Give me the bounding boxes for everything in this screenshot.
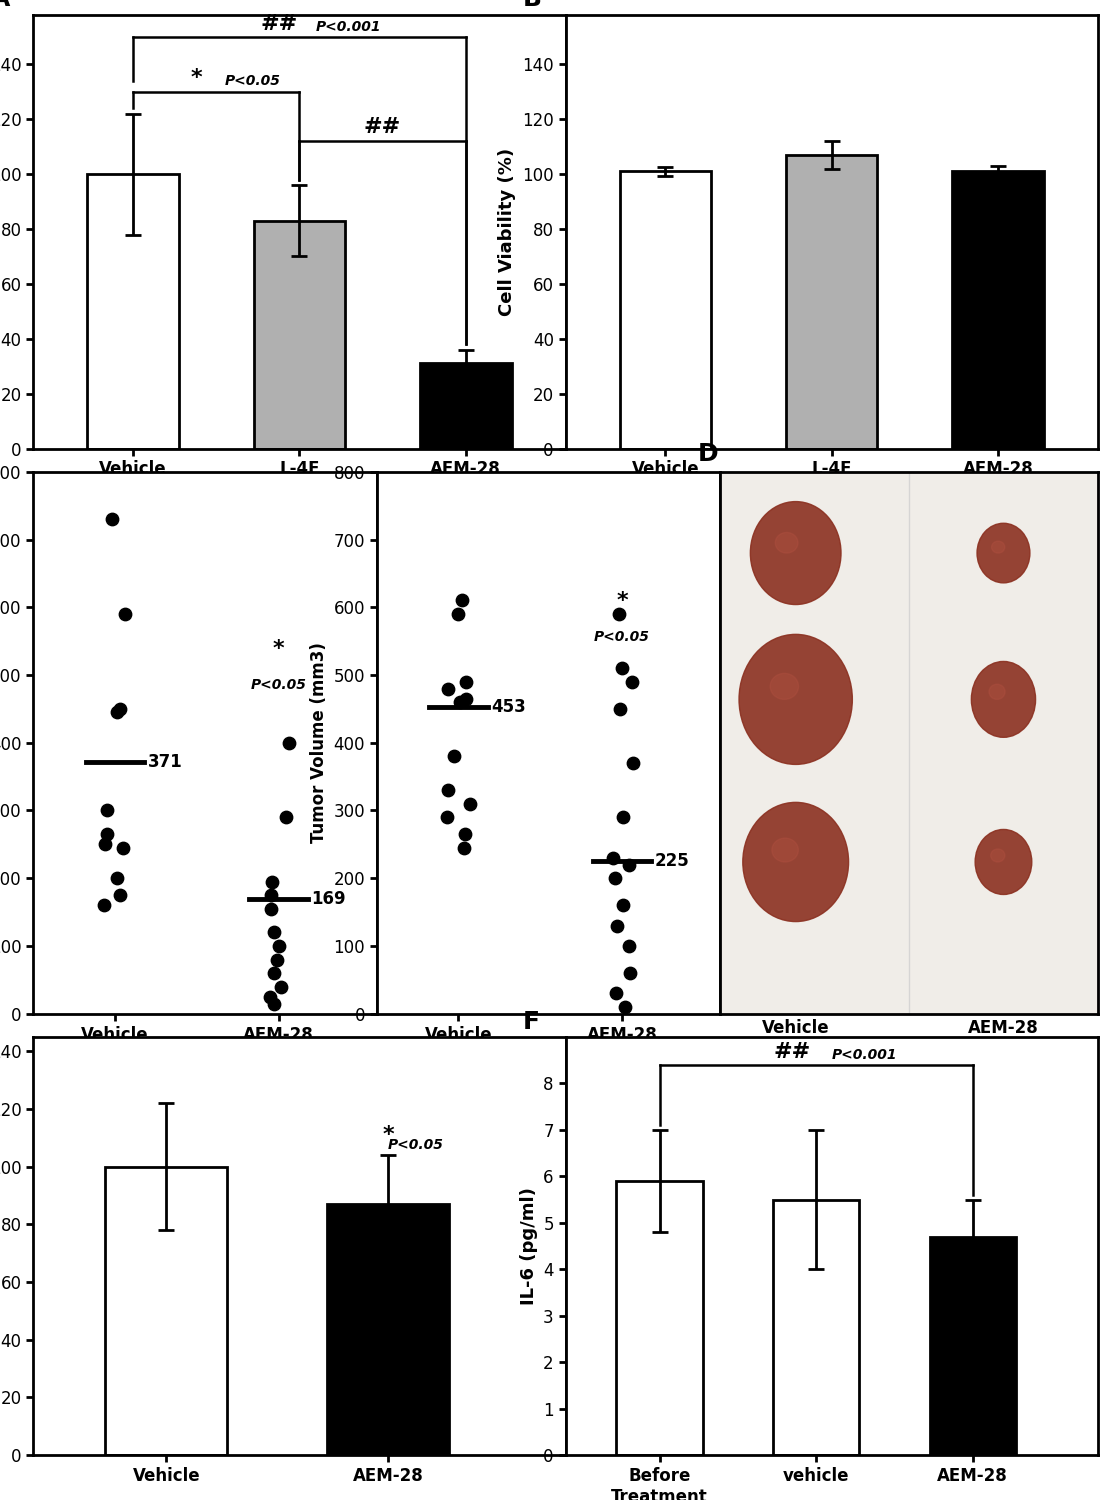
- Point: [103, 507, 121, 531]
- Point: [454, 588, 471, 612]
- Point: [265, 962, 283, 986]
- Text: *: *: [617, 591, 628, 612]
- Bar: [929, 1236, 1016, 1455]
- Point: [624, 752, 642, 776]
- Point: [456, 836, 474, 860]
- Text: 371: 371: [147, 753, 183, 771]
- Text: 169: 169: [312, 890, 346, 908]
- Ellipse shape: [991, 542, 1005, 554]
- Point: [439, 778, 457, 802]
- Point: [112, 698, 130, 721]
- Ellipse shape: [739, 634, 853, 765]
- Ellipse shape: [975, 830, 1031, 894]
- Ellipse shape: [971, 662, 1036, 738]
- Point: [265, 992, 283, 1016]
- Point: [263, 884, 281, 908]
- Point: [613, 806, 631, 830]
- Point: [457, 687, 475, 711]
- Bar: [88, 174, 179, 448]
- Point: [277, 806, 295, 830]
- Text: F: F: [523, 1010, 540, 1034]
- Text: P<0.001: P<0.001: [316, 20, 381, 34]
- Bar: [773, 1200, 859, 1455]
- Point: [114, 836, 132, 860]
- Point: [620, 934, 638, 958]
- Text: A: A: [0, 0, 10, 12]
- Text: *: *: [191, 68, 202, 87]
- Point: [263, 897, 281, 921]
- Bar: [786, 154, 877, 448]
- Ellipse shape: [743, 802, 848, 921]
- Point: [271, 934, 288, 958]
- Bar: [617, 1180, 703, 1455]
- Point: [281, 730, 298, 754]
- Text: P<0.001: P<0.001: [832, 1048, 897, 1062]
- Point: [610, 602, 628, 625]
- Ellipse shape: [772, 839, 798, 862]
- Point: [438, 806, 456, 830]
- Point: [262, 986, 279, 1010]
- Point: [623, 670, 641, 694]
- Bar: [953, 171, 1044, 448]
- Text: *: *: [273, 639, 284, 658]
- Ellipse shape: [977, 524, 1030, 584]
- Text: D: D: [698, 442, 719, 466]
- Point: [263, 870, 281, 894]
- Point: [96, 833, 114, 856]
- Ellipse shape: [751, 501, 841, 605]
- Point: [99, 822, 116, 846]
- Bar: [254, 220, 345, 448]
- Text: P<0.05: P<0.05: [251, 678, 306, 692]
- Point: [607, 981, 624, 1005]
- Point: [621, 962, 639, 986]
- Text: 453: 453: [491, 698, 526, 715]
- Point: [95, 894, 113, 918]
- Point: [109, 700, 126, 724]
- Text: P<0.05: P<0.05: [594, 630, 650, 644]
- Point: [439, 676, 457, 700]
- Ellipse shape: [989, 684, 1005, 699]
- Ellipse shape: [990, 849, 1005, 862]
- Text: ##: ##: [364, 117, 401, 136]
- Point: [116, 602, 134, 625]
- Point: [451, 690, 469, 714]
- Y-axis label: Cell Viability (%): Cell Viability (%): [498, 147, 517, 316]
- Bar: [105, 1167, 227, 1455]
- Point: [461, 792, 479, 816]
- Point: [603, 846, 621, 870]
- Text: ##: ##: [261, 13, 298, 34]
- Text: *: *: [383, 1125, 394, 1144]
- Point: [613, 656, 631, 680]
- Text: 225: 225: [654, 852, 690, 870]
- Ellipse shape: [775, 532, 798, 554]
- Text: P<0.05: P<0.05: [224, 74, 281, 87]
- Ellipse shape: [770, 674, 798, 699]
- Point: [273, 975, 291, 999]
- Y-axis label: IL-6 (pg/ml): IL-6 (pg/ml): [520, 1186, 538, 1305]
- Point: [445, 744, 462, 768]
- Text: B: B: [523, 0, 542, 12]
- Point: [111, 884, 129, 908]
- Y-axis label: Tumor Volume (mm3): Tumor Volume (mm3): [309, 642, 328, 843]
- Point: [265, 921, 283, 945]
- Text: P<0.05: P<0.05: [388, 1138, 444, 1152]
- Bar: [620, 171, 711, 448]
- Point: [99, 798, 116, 822]
- Point: [109, 865, 126, 889]
- Point: [620, 852, 638, 876]
- Bar: [420, 363, 511, 448]
- Point: [607, 865, 624, 889]
- Bar: [327, 1204, 449, 1455]
- Point: [456, 822, 474, 846]
- Point: [609, 914, 627, 938]
- Point: [268, 948, 286, 972]
- Point: [457, 670, 475, 694]
- Point: [614, 894, 632, 918]
- Point: [449, 602, 467, 625]
- Point: [617, 994, 634, 1018]
- Point: [611, 698, 629, 721]
- Text: ##: ##: [774, 1042, 812, 1062]
